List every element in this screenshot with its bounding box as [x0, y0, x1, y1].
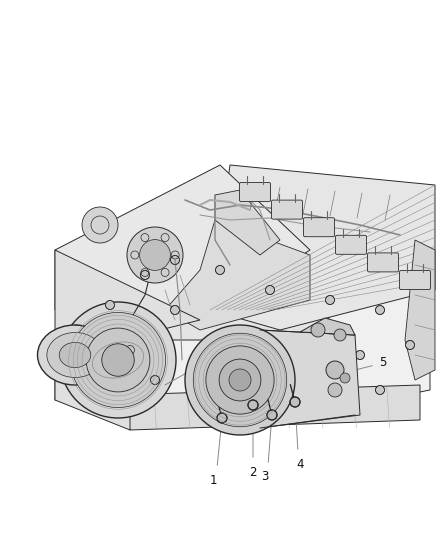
Circle shape [406, 341, 414, 350]
Circle shape [290, 397, 300, 407]
Circle shape [340, 373, 350, 383]
Ellipse shape [38, 325, 113, 385]
Circle shape [265, 286, 275, 295]
Polygon shape [55, 250, 200, 430]
Text: 3: 3 [261, 471, 268, 483]
Circle shape [60, 302, 176, 418]
Circle shape [229, 369, 251, 391]
Circle shape [334, 329, 346, 341]
Polygon shape [215, 190, 280, 255]
FancyBboxPatch shape [240, 182, 271, 201]
Text: 4: 4 [296, 457, 304, 471]
Circle shape [102, 344, 134, 376]
Polygon shape [55, 180, 430, 420]
Circle shape [193, 333, 287, 427]
Circle shape [170, 255, 180, 264]
Circle shape [328, 383, 342, 397]
Circle shape [141, 271, 149, 279]
Circle shape [236, 360, 244, 369]
Circle shape [325, 295, 335, 304]
Circle shape [185, 325, 295, 435]
Circle shape [219, 359, 261, 401]
FancyBboxPatch shape [272, 200, 303, 219]
Text: 5: 5 [379, 356, 387, 368]
Circle shape [276, 366, 285, 375]
Circle shape [311, 323, 325, 337]
FancyBboxPatch shape [304, 217, 335, 237]
Circle shape [151, 376, 159, 384]
FancyBboxPatch shape [399, 271, 431, 289]
Polygon shape [300, 318, 355, 335]
Polygon shape [55, 180, 430, 340]
Circle shape [86, 328, 150, 392]
Circle shape [248, 400, 258, 410]
Circle shape [195, 345, 205, 354]
FancyBboxPatch shape [336, 235, 367, 254]
Circle shape [82, 207, 118, 243]
Circle shape [206, 346, 274, 414]
Circle shape [215, 265, 225, 274]
Text: 1: 1 [209, 473, 217, 487]
Circle shape [71, 312, 166, 408]
Ellipse shape [59, 342, 91, 368]
Circle shape [106, 301, 114, 310]
Circle shape [127, 227, 183, 283]
Circle shape [375, 305, 385, 314]
Polygon shape [55, 165, 310, 320]
Circle shape [315, 356, 325, 365]
Circle shape [356, 351, 364, 359]
Circle shape [217, 413, 227, 423]
Circle shape [375, 385, 385, 394]
Circle shape [326, 361, 344, 379]
Polygon shape [260, 330, 360, 428]
Polygon shape [210, 165, 435, 330]
Text: 2: 2 [249, 465, 257, 479]
FancyBboxPatch shape [367, 253, 399, 272]
Ellipse shape [47, 333, 103, 377]
Circle shape [126, 345, 134, 354]
Circle shape [140, 240, 170, 270]
Polygon shape [120, 385, 420, 430]
Polygon shape [405, 240, 435, 380]
Circle shape [296, 376, 304, 384]
Circle shape [267, 410, 277, 420]
Polygon shape [165, 220, 310, 330]
Circle shape [170, 305, 180, 314]
